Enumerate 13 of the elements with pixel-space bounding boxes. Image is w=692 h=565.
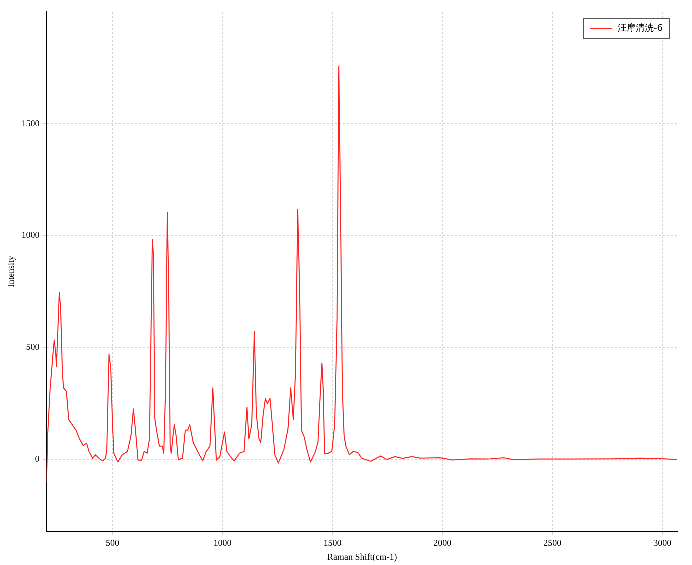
- y-tick-label: 1500: [22, 118, 40, 128]
- y-tick-label: 0: [35, 454, 40, 464]
- y-tick-label: 500: [26, 342, 40, 352]
- x-tick-label: 1500: [324, 538, 342, 548]
- x-tick-label: 2000: [434, 538, 452, 548]
- x-axis-title: Raman Shift(cm-1): [328, 552, 398, 562]
- legend-label: 汪摩清洗-6: [618, 22, 663, 35]
- x-tick-label: 3000: [654, 538, 672, 548]
- y-axis-title: Intensity: [6, 255, 16, 288]
- x-tick-label: 1000: [214, 538, 232, 548]
- x-tick-label: 2500: [544, 538, 562, 548]
- x-tick-label: 500: [106, 538, 120, 548]
- y-tick-label: 1000: [22, 230, 40, 240]
